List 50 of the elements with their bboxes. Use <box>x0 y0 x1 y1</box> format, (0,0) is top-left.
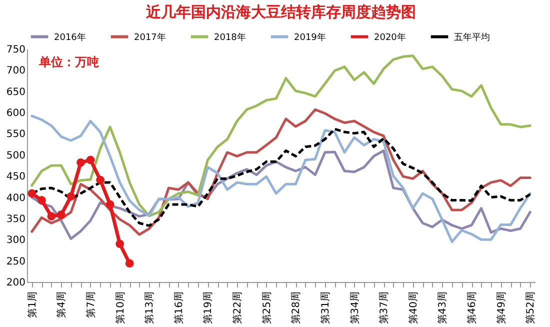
line-series <box>30 54 532 218</box>
x-tick-label: 第7周 <box>85 292 97 318</box>
legend-label: 五年平均 <box>454 32 490 43</box>
x-tick-label: 第25周 <box>260 292 273 324</box>
point <box>116 240 124 248</box>
legend-label: 2016年 <box>54 32 86 43</box>
legend-label: 2018年 <box>214 32 246 43</box>
point <box>76 158 85 167</box>
x-tick-label: 第46周 <box>466 292 478 324</box>
x-tick-label: 第1周 <box>26 292 38 318</box>
x-tick-label: 第37周 <box>378 292 390 324</box>
point <box>86 156 95 164</box>
y-tick-label: 550 <box>6 129 26 140</box>
y-tick-label: 300 <box>6 235 26 246</box>
point <box>96 176 104 184</box>
point <box>66 192 76 201</box>
y-tick-label: 500 <box>6 150 26 162</box>
x-tick-label: 第43周 <box>436 292 449 324</box>
x-tick-label: 第22周 <box>232 292 244 324</box>
point <box>28 189 36 198</box>
y-tick-label: 750 <box>6 44 26 56</box>
annotation: 单位：万吨 <box>38 55 99 69</box>
x-tick-label: 第10周 <box>114 292 126 324</box>
y-tick-label: 700 <box>6 66 26 77</box>
y-tick-label: 450 <box>6 172 26 183</box>
y-tick-label: 200 <box>6 278 26 288</box>
legend-label: 2017年 <box>134 32 166 43</box>
x-tick-label: 第40周 <box>407 292 420 324</box>
point <box>47 212 56 221</box>
y-tick-label: 250 <box>6 256 26 268</box>
y-tick-label: 650 <box>6 86 26 98</box>
x-tick-label: 第52周 <box>524 292 537 324</box>
legend-label: 2020年 <box>374 32 406 43</box>
point <box>106 200 114 209</box>
x-tick-label: 第4周 <box>56 292 68 318</box>
x-tick-label: 第34周 <box>348 292 361 324</box>
y-tick-label: 350 <box>6 214 26 225</box>
x-tick-label: 第19周 <box>202 292 214 324</box>
y-tick-label: 400 <box>6 192 26 204</box>
point <box>125 259 134 268</box>
x-tick-label: 第16周 <box>172 292 185 324</box>
x-tick-label: 第49周 <box>495 292 508 324</box>
point <box>57 210 66 219</box>
chart-title: 近几年国内沿海大豆结转库存周度趋势图 <box>145 3 416 21</box>
x-tick-label: 第28周 <box>290 292 302 324</box>
x-tick-label: 第31周 <box>319 292 332 324</box>
y-tick-label: 600 <box>6 108 26 120</box>
x-tick-label: 第13周 <box>144 292 156 324</box>
point <box>37 196 46 204</box>
legend-label: 2019年 <box>294 32 326 43</box>
